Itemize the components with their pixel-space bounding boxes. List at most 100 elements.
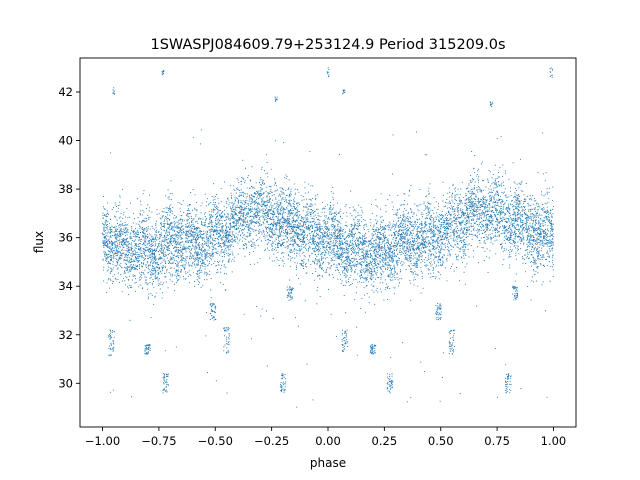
data-point [537,171,539,173]
data-point [345,224,347,227]
data-point [407,258,409,260]
data-point [130,264,132,266]
data-point [274,190,276,192]
data-point [524,230,526,232]
data-point [138,267,140,269]
data-point [319,223,321,225]
data-point [216,243,218,245]
data-point [222,239,224,241]
data-point [127,229,129,231]
data-point [533,262,535,264]
data-point [314,242,316,244]
data-point [137,217,139,219]
data-point [366,279,368,281]
data-point [165,231,167,233]
data-point [303,199,305,201]
data-point [205,256,207,258]
data-point [422,237,424,239]
data-point [141,222,143,224]
data-point [119,246,121,248]
data-point [534,263,536,265]
data-point [548,241,550,243]
data-point [504,232,506,234]
data-point [375,289,377,291]
data-point [298,234,300,236]
data-point [243,196,245,198]
data-point [373,243,375,245]
data-point [432,231,434,233]
data-point [271,249,273,251]
data-point [359,231,361,234]
data-point [546,237,548,239]
data-point [214,206,216,209]
data-point [404,238,406,241]
data-point [289,192,291,194]
data-point [145,264,147,266]
data-point [238,230,241,232]
data-point [141,250,143,252]
data-point [263,191,265,193]
data-point [301,199,303,201]
data-point [479,225,482,227]
data-point [176,221,178,223]
data-point [204,266,206,268]
data-point [346,236,348,238]
data-point [328,243,330,245]
data-point [339,226,341,228]
data-point [222,210,224,213]
data-point [444,245,446,247]
data-point [550,244,552,246]
data-point [216,252,218,254]
data-point [155,227,157,229]
data-point [154,234,156,236]
data-point [394,269,396,271]
data-point [337,263,339,265]
data-point [204,216,206,218]
data-point [305,227,307,229]
data-point [273,221,275,224]
data-point [546,233,548,235]
data-point [536,213,538,215]
data-point [366,267,368,270]
data-point [465,192,467,195]
data-point [501,218,503,220]
data-point [147,227,149,229]
data-point [304,217,306,219]
data-point [361,282,363,284]
data-point [495,194,497,196]
data-point [409,238,411,240]
data-point [130,232,132,234]
data-point [382,261,384,263]
data-point [399,229,401,231]
data-point [547,225,549,227]
data-point [480,227,482,229]
data-point [183,228,185,230]
data-point [487,224,489,226]
data-point [501,211,503,213]
data-point [427,190,429,192]
data-point [426,228,428,230]
data-point [345,237,347,239]
data-point [195,233,197,235]
data-point [148,296,150,298]
data-point [407,232,409,234]
data-point [376,206,378,208]
data-point [278,234,280,236]
data-point [535,263,537,265]
data-point [218,227,220,229]
data-point [190,249,192,252]
data-point [384,279,386,281]
data-point [138,239,140,241]
data-point [460,248,462,250]
data-point [209,229,211,231]
data-point [173,290,176,292]
data-point [409,233,412,235]
data-point [160,248,162,250]
data-point [338,272,340,274]
data-point [408,251,410,253]
data-point [117,204,119,206]
data-point [122,249,124,251]
data-point [524,218,526,220]
data-point [262,179,264,182]
data-point [551,216,554,218]
